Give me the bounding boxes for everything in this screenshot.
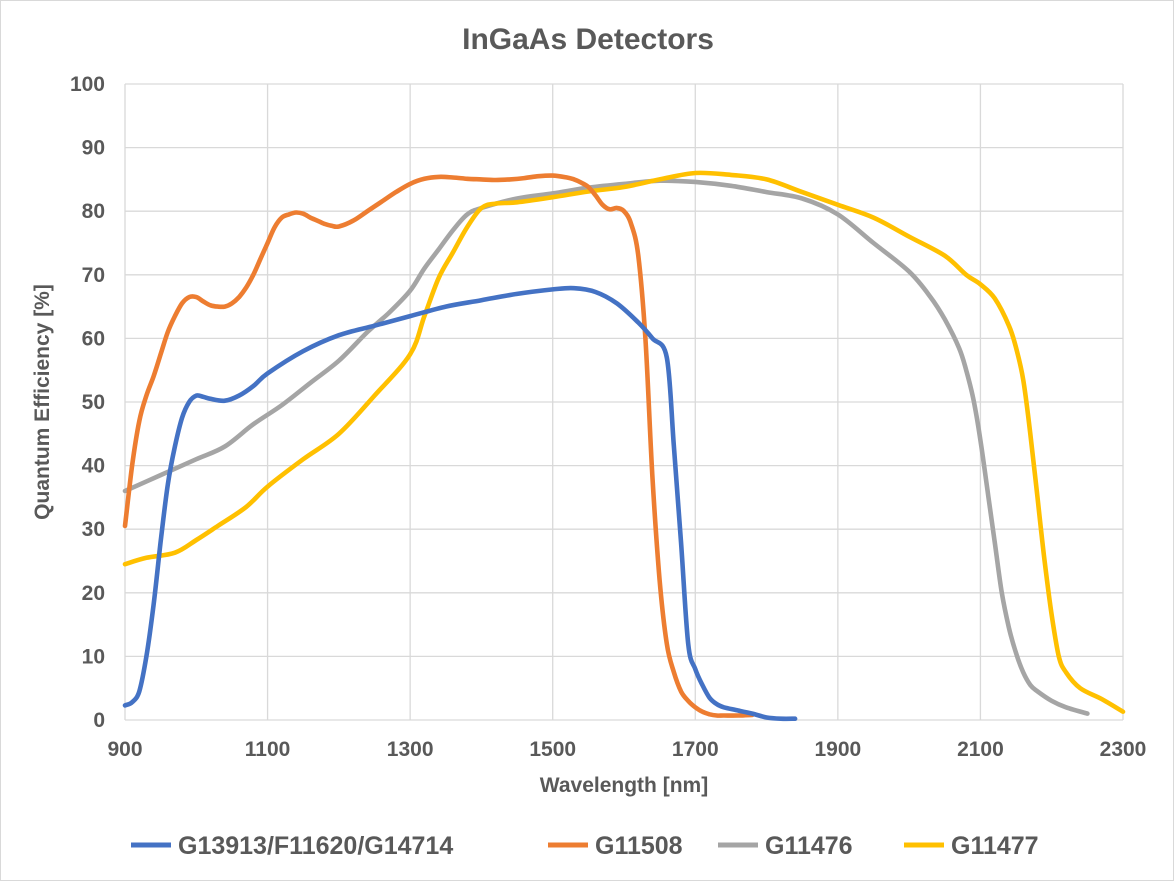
series-line-g11508 [122, 173, 755, 718]
y-tick-label: 70 [82, 264, 105, 287]
y-tick-label: 10 [82, 645, 105, 668]
y-tick-label: 30 [82, 518, 105, 541]
y-tick-label: 50 [82, 391, 105, 414]
x-tick-label: 1700 [672, 738, 719, 761]
series-lines [122, 170, 1126, 722]
legend-label: G11476 [765, 832, 853, 860]
series-line-g11476 [122, 178, 1090, 716]
y-tick-label: 100 [70, 73, 105, 96]
x-axis-label: Wavelength [nm] [540, 774, 708, 797]
x-tick-label: 2300 [1100, 738, 1147, 761]
legend: G13913/F11620/G14714 G11508 G11476 G11477 [131, 832, 1039, 860]
x-tick-label: 1900 [814, 738, 861, 761]
y-tick-label: 80 [82, 200, 105, 223]
y-tick-label: 40 [82, 455, 105, 478]
y-tick-labels: 0 10 20 30 40 50 60 70 80 90 100 [70, 73, 105, 732]
y-tick-label: 60 [82, 327, 105, 350]
y-tick-label: 20 [82, 582, 105, 605]
y-tick-label: 90 [82, 137, 105, 160]
x-tick-label: 1500 [529, 738, 576, 761]
x-tick-label: 900 [107, 738, 142, 761]
y-axis-label: Quantum Efficiency [%] [31, 284, 54, 520]
series-line-g13913-f11620-g14714 [122, 285, 798, 722]
x-gridlines [124, 84, 1124, 720]
x-tick-labels: 900 1100 1300 1500 1700 1900 2100 2300 [107, 738, 1146, 761]
legend-label: G13913/F11620/G14714 [178, 832, 453, 860]
legend-label: G11508 [595, 832, 683, 860]
y-tick-label: 0 [93, 709, 105, 732]
series-line-g11477 [122, 170, 1126, 714]
x-tick-label: 1300 [387, 738, 434, 761]
chart-title: InGaAs Detectors [462, 23, 714, 56]
x-tick-label: 1100 [245, 738, 291, 761]
x-tick-label: 2100 [957, 738, 1004, 761]
legend-label: G11477 [951, 832, 1039, 860]
